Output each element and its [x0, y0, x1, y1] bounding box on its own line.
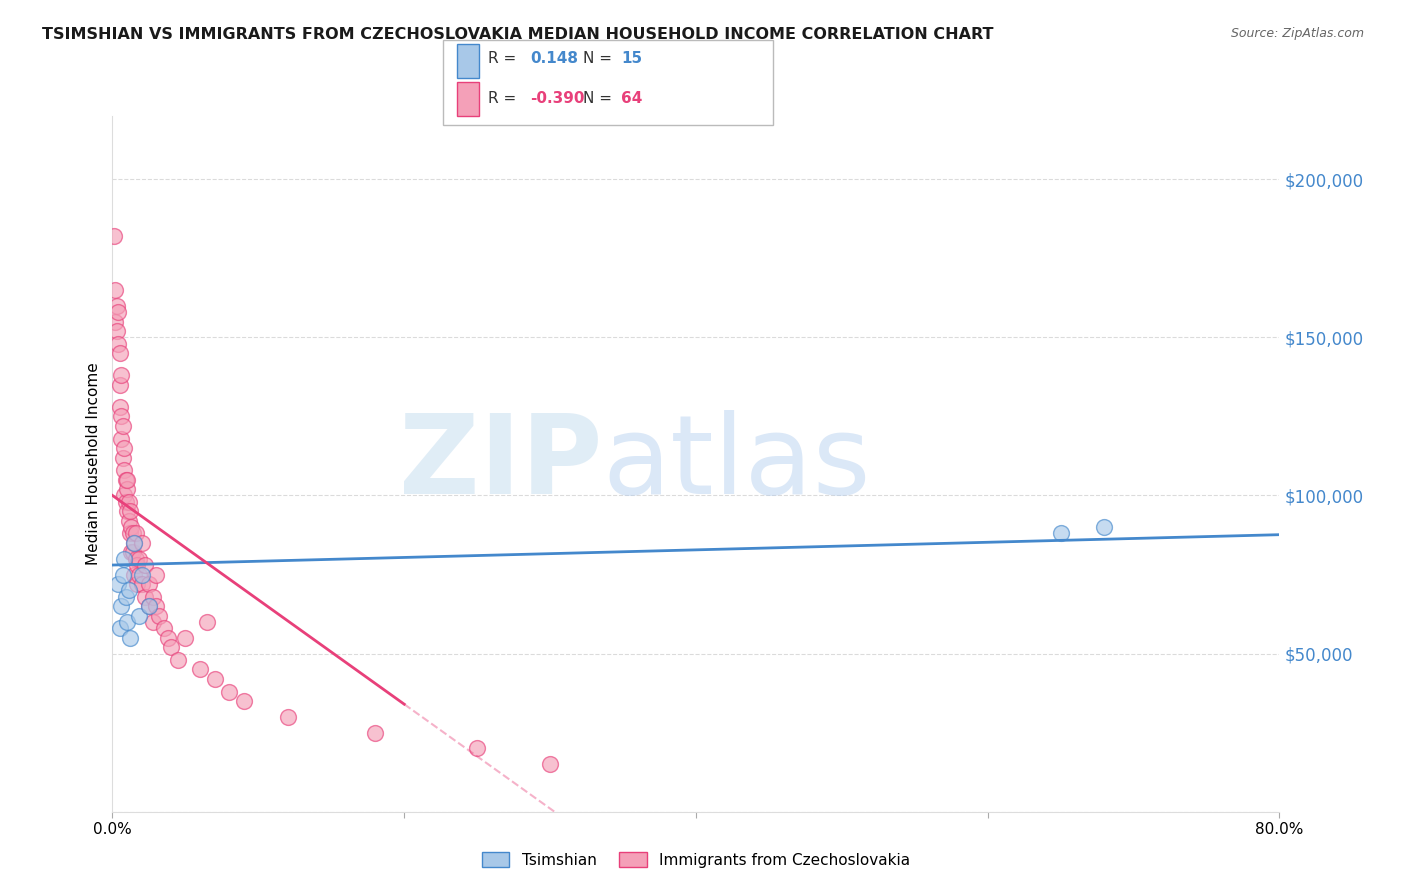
Point	[122, 526, 145, 541]
Text: R =: R =	[488, 52, 522, 66]
Point	[107, 305, 129, 319]
Point	[138, 599, 160, 614]
Point	[112, 551, 135, 566]
Point	[118, 504, 141, 518]
Point	[538, 757, 561, 772]
Point	[364, 725, 387, 739]
Point	[110, 599, 132, 614]
Point	[112, 441, 135, 455]
Point	[107, 336, 129, 351]
Point	[115, 504, 138, 518]
Point	[465, 741, 488, 756]
Point	[142, 590, 165, 604]
Point	[103, 229, 125, 244]
Point	[111, 418, 134, 433]
Point	[125, 551, 148, 566]
Point	[128, 608, 150, 623]
Point	[145, 599, 167, 614]
Point	[114, 495, 136, 509]
Point	[138, 577, 160, 591]
Point	[167, 653, 190, 667]
Point	[117, 514, 139, 528]
Point	[1049, 526, 1071, 541]
Point	[112, 463, 135, 477]
Point	[128, 567, 150, 582]
Point	[232, 694, 254, 708]
Point	[118, 526, 141, 541]
Point	[152, 621, 174, 635]
Point	[120, 545, 142, 559]
Point	[115, 482, 138, 496]
Point	[114, 590, 136, 604]
Text: 64: 64	[621, 91, 643, 105]
Y-axis label: Median Household Income: Median Household Income	[86, 362, 101, 566]
Point	[115, 615, 138, 629]
Point	[110, 432, 132, 446]
Text: atlas: atlas	[603, 410, 872, 517]
Point	[204, 672, 226, 686]
Point	[125, 526, 148, 541]
Point	[276, 710, 298, 724]
Point	[110, 368, 132, 383]
Point	[218, 684, 240, 698]
Point	[120, 520, 142, 534]
Legend: Tsimshian, Immigrants from Czechoslovakia: Tsimshian, Immigrants from Czechoslovaki…	[475, 846, 917, 873]
Point	[142, 615, 165, 629]
Point	[122, 545, 145, 559]
Text: N =: N =	[583, 52, 617, 66]
Point	[174, 631, 197, 645]
Point	[117, 583, 139, 598]
Point	[127, 558, 149, 572]
Point	[110, 409, 132, 424]
Point	[104, 283, 127, 297]
Text: Source: ZipAtlas.com: Source: ZipAtlas.com	[1230, 27, 1364, 40]
Point	[131, 577, 153, 591]
Point	[117, 495, 139, 509]
Point	[108, 346, 131, 360]
Point	[108, 621, 131, 635]
Text: R =: R =	[488, 91, 522, 105]
Point	[115, 473, 138, 487]
Point	[134, 558, 156, 572]
Point	[138, 599, 160, 614]
Text: 0.148: 0.148	[530, 52, 578, 66]
Point	[131, 536, 153, 550]
Point	[108, 400, 131, 414]
Point	[111, 567, 134, 582]
Point	[104, 314, 127, 328]
Text: TSIMSHIAN VS IMMIGRANTS FROM CZECHOSLOVAKIA MEDIAN HOUSEHOLD INCOME CORRELATION : TSIMSHIAN VS IMMIGRANTS FROM CZECHOSLOVA…	[42, 27, 994, 42]
Point	[124, 536, 146, 550]
Point	[1092, 520, 1115, 534]
Point	[105, 299, 128, 313]
Point	[127, 577, 149, 591]
Point	[124, 536, 146, 550]
Point	[145, 567, 167, 582]
Point	[128, 551, 150, 566]
Text: -0.390: -0.390	[530, 91, 585, 105]
Text: ZIP: ZIP	[399, 410, 603, 517]
Point	[195, 615, 218, 629]
Point	[188, 662, 211, 676]
Point	[111, 450, 134, 465]
Point	[118, 631, 141, 645]
Point	[107, 577, 129, 591]
Point	[131, 567, 153, 582]
Point	[134, 590, 156, 604]
Point	[105, 324, 128, 338]
Text: 15: 15	[621, 52, 643, 66]
Point	[112, 488, 135, 502]
Point	[114, 473, 136, 487]
Text: N =: N =	[583, 91, 617, 105]
Point	[124, 567, 146, 582]
Point	[148, 608, 170, 623]
Point	[156, 631, 179, 645]
Point	[108, 377, 131, 392]
Point	[160, 640, 183, 655]
